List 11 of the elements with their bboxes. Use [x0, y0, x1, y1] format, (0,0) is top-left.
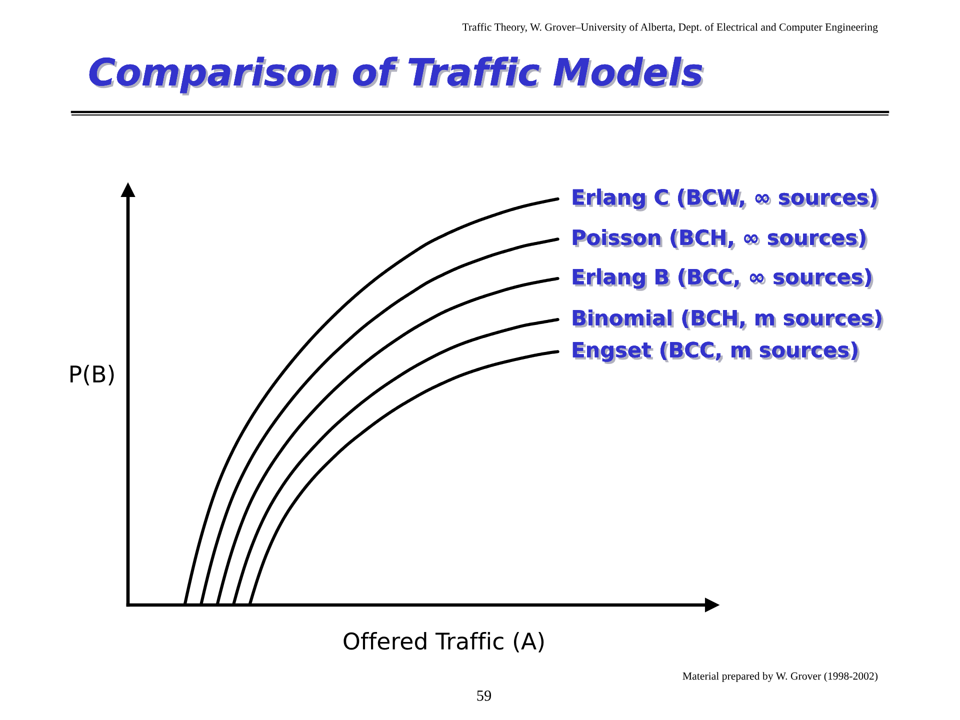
text: Traffic Theory, W. Grover–University of Alberta, Dept. of Electrical and Computer Engineering [462, 23, 878, 33]
series-label: Binomial (BCH, m sources) [572, 309, 884, 330]
text: 59 [477, 690, 492, 701]
series-label: Erlang C (BCW, ∞ sources) [572, 188, 879, 212]
series-label: Engset (BCC, m sources) [572, 341, 860, 364]
chart-title: Comparison of Traffic Models [89, 56, 704, 96]
x-axis-title: Offered Traffic (A) [344, 632, 544, 652]
y-axis-title: P(B) [70, 364, 114, 386]
text: Material prepared by W. Grover (1998-2002) [682, 672, 878, 682]
series-label: Erlang B (BCC, ∞ sources) [572, 268, 874, 291]
series-label: Poisson (BCH, ∞ sources) [572, 229, 868, 250]
